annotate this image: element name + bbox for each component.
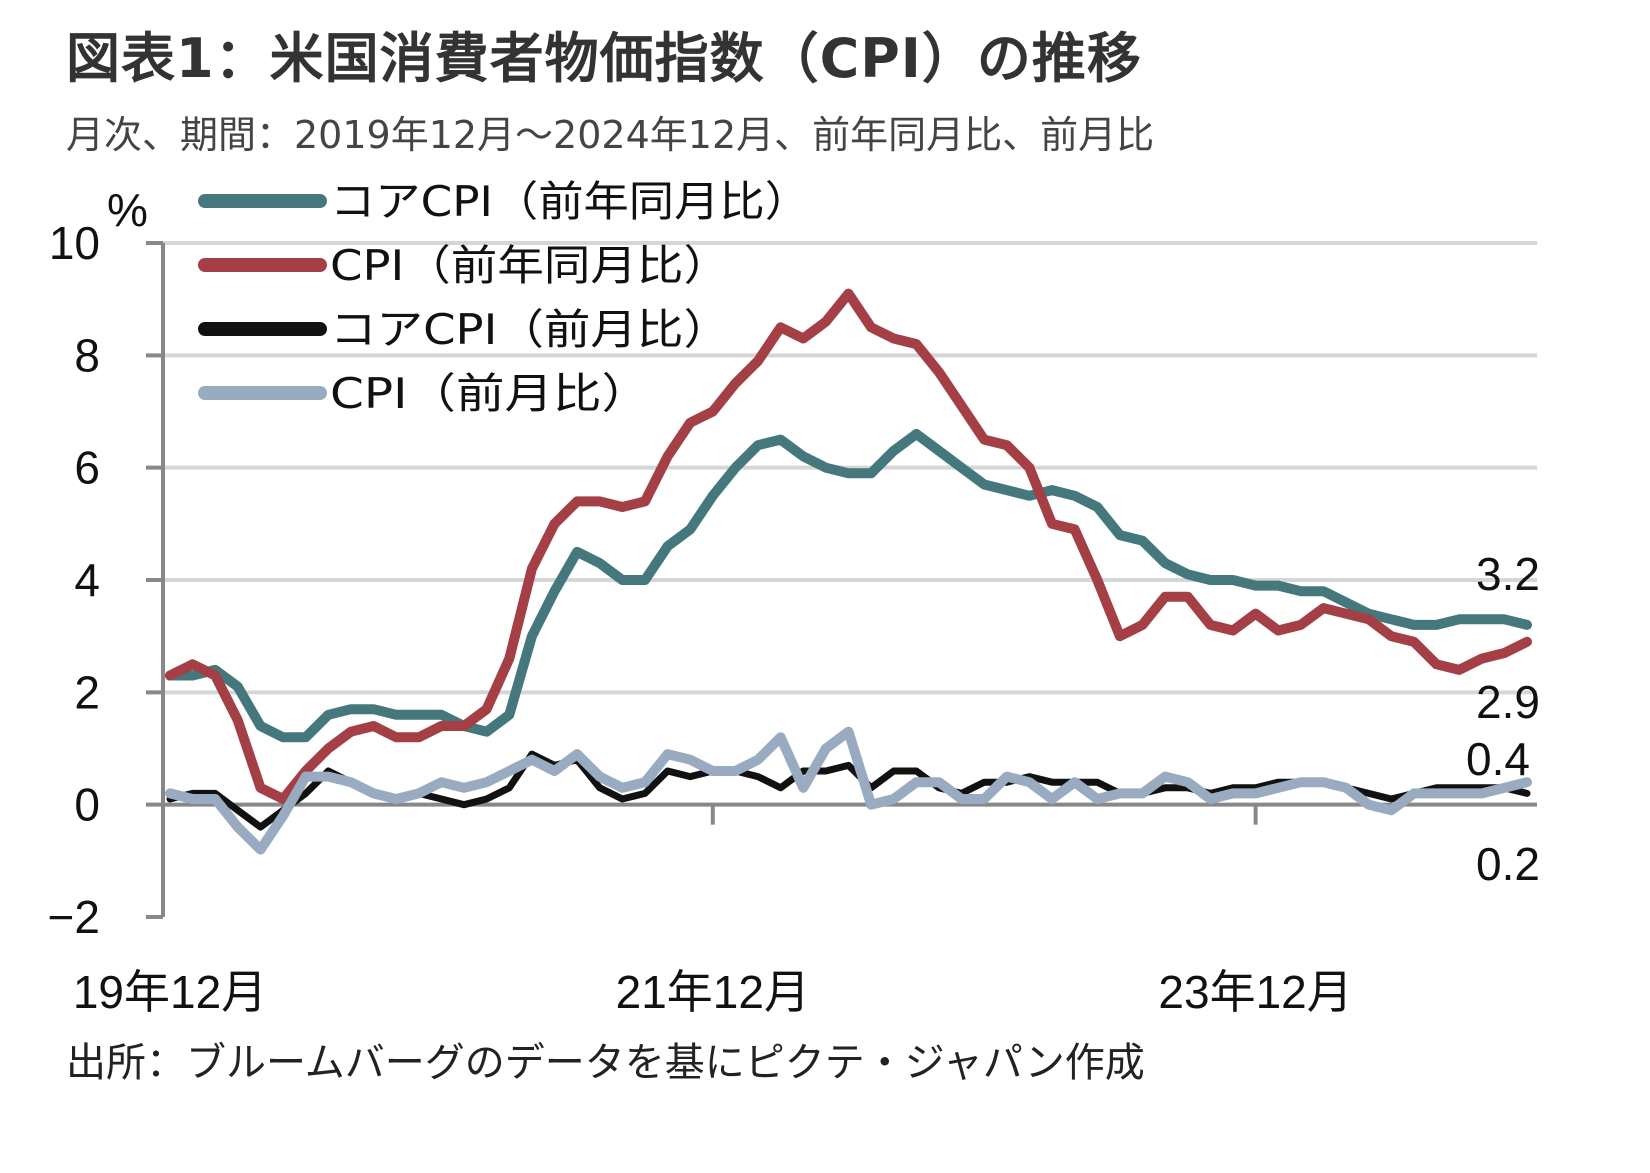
series-line-2 xyxy=(165,288,1532,804)
end-value-label: 0.4 xyxy=(1466,733,1530,785)
x-tick-label: 23年12月 xyxy=(1158,966,1352,1018)
end-value-label: 0.2 xyxy=(1476,838,1540,890)
legend-label: CPI（前月比） xyxy=(330,369,650,418)
series-line-4 xyxy=(165,726,1532,855)
chart-title: 図表1：米国消費者物価指数（CPI）の推移 xyxy=(66,27,1142,90)
source-note: 出所：ブルームバーグのデータを基にピクテ・ジャパン作成 xyxy=(66,1040,1145,1086)
end-value-label: 3.2 xyxy=(1476,548,1540,600)
legend-label: CPI（前年同月比） xyxy=(330,241,730,290)
y-tick-label: 4 xyxy=(74,554,100,606)
y-tick-label: 0 xyxy=(74,779,100,831)
y-tick-label: 6 xyxy=(74,442,100,494)
y-tick-label: 8 xyxy=(74,329,100,381)
x-tick-label: 21年12月 xyxy=(616,966,810,1018)
y-tick-label: −2 xyxy=(48,891,100,943)
x-tick-label: 19年12月 xyxy=(73,966,267,1018)
end-value-label: 2.9 xyxy=(1476,676,1540,728)
y-tick-label: 2 xyxy=(74,666,100,718)
legend-label: コアCPI（前年同月比） xyxy=(330,177,810,226)
legend-label: コアCPI（前月比） xyxy=(330,305,730,354)
chart-subtitle: 月次、期間：2019年12月～2024年12月、前年同月比、前月比 xyxy=(66,113,1155,157)
y-tick-label: 10 xyxy=(49,217,100,269)
series-line-1 xyxy=(165,429,1532,743)
y-unit-label: % xyxy=(107,184,148,236)
